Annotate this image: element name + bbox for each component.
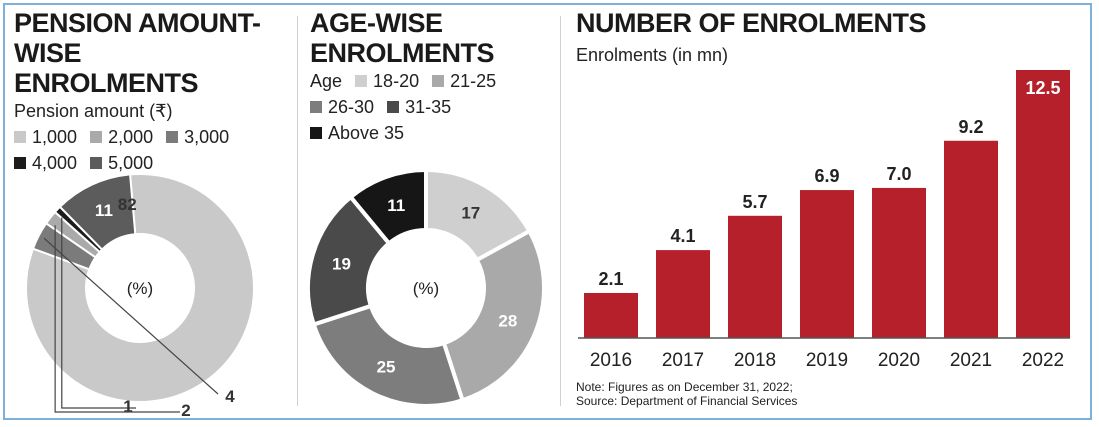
note-text: Note: Figures as on December 31, 2022; bbox=[576, 380, 793, 394]
legend-item-26-30: 26-30 bbox=[310, 94, 374, 120]
bar-value-label: 9.2 bbox=[958, 117, 983, 137]
pie-slice-26-30 bbox=[311, 303, 465, 408]
age-donut-chart: 17 28 25 19 11 (%) bbox=[306, 170, 546, 408]
legend-label: 1,000 bbox=[32, 127, 78, 147]
pie-slice-5000 bbox=[58, 173, 137, 251]
slice-value-label: 82 bbox=[118, 195, 137, 214]
legend-label: 26-30 bbox=[328, 97, 375, 117]
legend-label: 4,000 bbox=[32, 153, 78, 173]
slice-value-label: 1 bbox=[123, 397, 132, 416]
bar-2021 bbox=[944, 140, 998, 338]
pension-subtitle: Pension amount (₹) bbox=[14, 101, 173, 121]
bar-2017 bbox=[656, 250, 710, 338]
legend-item-2000: 2,000 bbox=[90, 124, 153, 150]
x-tick-label: 2017 bbox=[662, 350, 704, 371]
infographic-frame bbox=[3, 3, 1092, 420]
age-panel: AGE-WISE ENROLMENTS Age 18-20 21-25 26-3… bbox=[310, 8, 555, 146]
pension-panel: PENSION AMOUNT-WISE ENROLMENTS Pension a… bbox=[14, 8, 284, 176]
age-title-line2: ENROLMENTS bbox=[310, 38, 495, 68]
bar-2016 bbox=[584, 292, 638, 338]
legend-swatch bbox=[14, 131, 26, 143]
slice-value-label: 4 bbox=[225, 387, 235, 406]
bar-2020 bbox=[872, 187, 926, 338]
slice-value-label: 19 bbox=[332, 254, 351, 273]
slice-value-label: 11 bbox=[95, 201, 113, 220]
legend-swatch bbox=[166, 131, 179, 143]
bar-value-label: 12.5 bbox=[1025, 78, 1060, 98]
enrolments-panel: NUMBER OF ENROLMENTS Enrolments (in mn) bbox=[576, 8, 1076, 68]
x-tick-label: 2018 bbox=[734, 350, 776, 371]
source-text: Source: Department of Financial Services bbox=[576, 394, 798, 408]
divider bbox=[560, 16, 561, 406]
legend-swatch bbox=[355, 75, 368, 87]
legend-swatch bbox=[432, 75, 445, 87]
enrolments-title: NUMBER OF ENROLMENTS bbox=[576, 8, 927, 38]
pie-slice-21-25 bbox=[441, 228, 546, 403]
legend-swatch bbox=[90, 131, 103, 143]
x-tick-label: 2021 bbox=[950, 350, 992, 371]
pension-title-line1: PENSION AMOUNT-WISE bbox=[14, 8, 261, 68]
legend-item-31-35: 31-35 bbox=[387, 94, 451, 120]
divider bbox=[297, 16, 298, 406]
bar-value-label: 6.9 bbox=[814, 166, 839, 186]
slice-value-label: 17 bbox=[461, 203, 480, 222]
pie-slice-above-35 bbox=[347, 170, 428, 247]
bar-2019 bbox=[800, 190, 854, 338]
legend-label: 5,000 bbox=[108, 153, 154, 173]
legend-item-1000: 1,000 bbox=[14, 124, 77, 150]
legend-swatch bbox=[90, 157, 103, 169]
slice-value-label: 28 bbox=[498, 311, 517, 330]
legend-swatch bbox=[14, 157, 26, 169]
legend-item-5000: 5,000 bbox=[90, 150, 153, 176]
age-legend: Age 18-20 21-25 26-30 31-35 Above 35 bbox=[310, 68, 555, 146]
x-tick-label: 2016 bbox=[590, 350, 632, 371]
legend-label: 3,000 bbox=[184, 127, 230, 147]
bar-2022 bbox=[1016, 70, 1070, 338]
bar-value-label: 4.1 bbox=[670, 226, 695, 246]
bar-2018 bbox=[728, 215, 782, 338]
x-tick-label: 2020 bbox=[878, 350, 920, 371]
legend-item-21-25: 21-25 bbox=[432, 68, 496, 94]
donut-center-label: (%) bbox=[413, 279, 439, 298]
legend-swatch bbox=[310, 101, 322, 113]
legend-item-above-35: Above 35 bbox=[310, 120, 404, 146]
pie-slice-31-35 bbox=[306, 194, 392, 327]
legend-label: 2,000 bbox=[108, 127, 154, 147]
legend-item-4000: 4,000 bbox=[14, 150, 77, 176]
x-tick-label: 2019 bbox=[806, 350, 848, 371]
slice-value-label: 11 bbox=[387, 196, 405, 215]
callout-line bbox=[43, 237, 219, 395]
pie-slice-1000 bbox=[25, 173, 255, 403]
age-subtitle: Age bbox=[310, 71, 343, 91]
bar-value-label: 7.0 bbox=[886, 164, 911, 184]
enrolments-subtitle: Enrolments (in mn) bbox=[576, 45, 729, 65]
x-tick-label: 2022 bbox=[1022, 350, 1064, 371]
legend-label: 21-25 bbox=[450, 71, 497, 91]
legend-item-18-20: 18-20 bbox=[355, 68, 419, 94]
age-title-line1: AGE-WISE bbox=[310, 8, 443, 38]
callout-line bbox=[61, 217, 136, 409]
bar-value-label: 5.7 bbox=[742, 192, 767, 212]
slice-value-label: 2 bbox=[181, 401, 190, 420]
pension-title-line2: ENROLMENTS bbox=[14, 68, 199, 98]
legend-swatch bbox=[387, 101, 400, 113]
enrolments-bar-chart: 2.1 2016 4.1 2017 5.7 2018 6.9 2019 7.0 2020 9.2 20… bbox=[578, 70, 1070, 371]
slice-value-label: 25 bbox=[377, 357, 396, 376]
bar-value-label: 2.1 bbox=[598, 269, 623, 289]
donut-center-label: (%) bbox=[127, 279, 153, 298]
legend-label: 18-20 bbox=[373, 71, 420, 91]
callout-line bbox=[54, 225, 180, 413]
legend-label: Above 35 bbox=[328, 123, 405, 143]
pension-legend: 1,000 2,000 3,000 4,000 5,000 bbox=[14, 124, 284, 176]
legend-label: 31-35 bbox=[405, 97, 452, 117]
legend-swatch bbox=[310, 127, 322, 139]
legend-item-3000: 3,000 bbox=[166, 124, 229, 150]
